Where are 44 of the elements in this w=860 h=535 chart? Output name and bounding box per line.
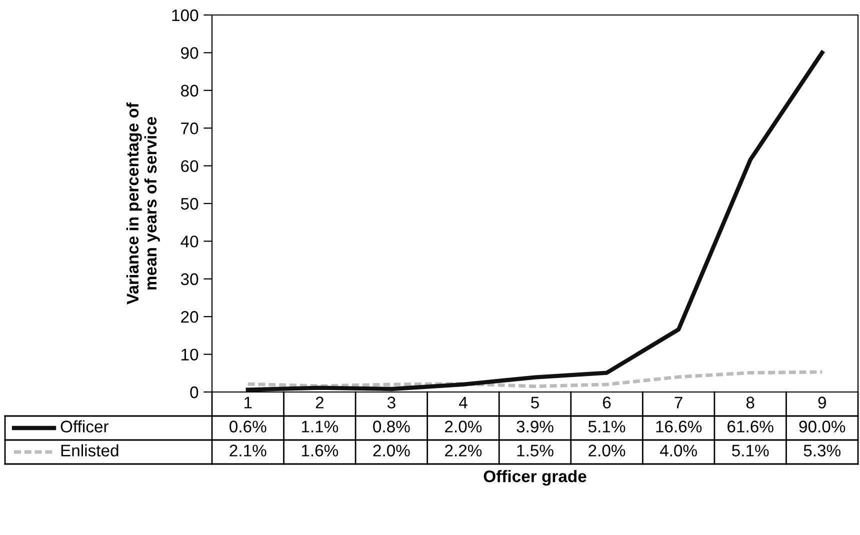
y-tick-label: 30 <box>180 273 198 286</box>
y-tick-label: 90 <box>181 47 198 59</box>
data-label: 5.1% <box>732 444 769 456</box>
data-label: 1.1% <box>302 420 338 432</box>
y-tick-label: 0 <box>190 386 198 398</box>
data-label: 2.0% <box>445 420 482 432</box>
x-tick-label: 8 <box>746 396 754 408</box>
line-series <box>246 370 824 388</box>
data-label: 2.0% <box>373 444 410 456</box>
data-label: 2.1% <box>230 444 266 456</box>
line-series <box>246 50 824 392</box>
data-label: 5.3% <box>804 444 841 456</box>
x-tick-label: 7 <box>674 396 682 408</box>
x-tick-label: 2 <box>316 396 324 408</box>
x-tick-label: 1 <box>244 396 252 408</box>
y-tick-label: 40 <box>180 236 198 248</box>
data-label: 1.6% <box>302 444 338 456</box>
data-label: 2.0% <box>588 444 626 456</box>
y-tick-label: 10 <box>182 348 198 361</box>
y-tick-label: 70 <box>181 122 198 134</box>
y-tick-label: 60 <box>181 160 198 172</box>
data-label: 61.6% <box>728 420 774 432</box>
data-label: 16.6% <box>656 420 702 432</box>
data-label: 0.8% <box>373 420 410 432</box>
data-label: 2.2% <box>445 444 482 456</box>
y-tick-label: 100 <box>172 9 198 22</box>
x-tick-label: 9 <box>818 396 826 408</box>
y-axis-title: Variance in percentage of mean years of service <box>126 102 160 304</box>
data-label: 4.0% <box>660 444 697 456</box>
y-tick-label: 80 <box>180 84 198 97</box>
y-tick-label: 50 <box>180 198 198 210</box>
y-tick-label: 20 <box>181 311 198 323</box>
x-axis-title: Officer grade <box>484 470 586 486</box>
data-label: 90.0% <box>799 420 846 432</box>
data-label: 0.6% <box>230 420 266 432</box>
data-label: 3.9% <box>516 420 554 432</box>
data-label: 5.1% <box>588 420 626 432</box>
legend-label: Enlisted <box>61 444 118 456</box>
x-tick-label: 3 <box>387 396 396 408</box>
data-label: 1.5% <box>517 444 554 456</box>
legend-label: Officer <box>60 420 109 432</box>
x-tick-label: 5 <box>531 396 539 408</box>
x-tick-label: 4 <box>458 396 468 408</box>
x-tick-label: 6 <box>602 396 611 408</box>
